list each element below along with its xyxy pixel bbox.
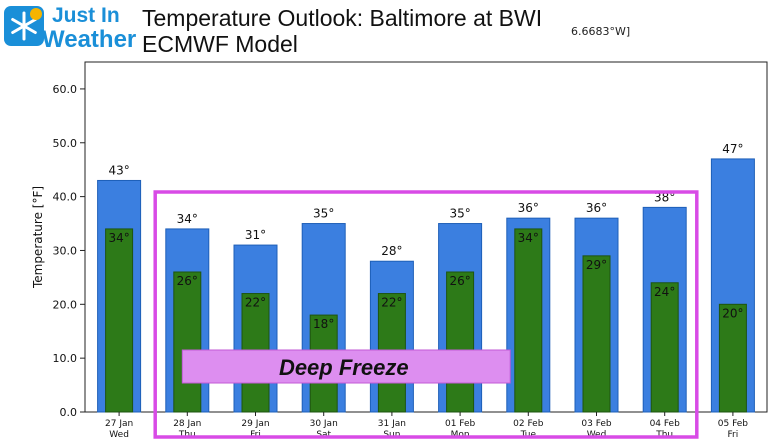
snowflake-logo-icon xyxy=(4,6,44,46)
low-temp-bar xyxy=(514,228,543,413)
logo-line-2: Weather xyxy=(42,26,137,53)
x-tick-day: Fri xyxy=(728,430,739,439)
high-temp-label: 36° xyxy=(586,201,607,215)
low-temp-label: 29° xyxy=(586,258,607,272)
high-temp-label: 34° xyxy=(177,212,198,226)
low-temp-label: 34° xyxy=(518,231,539,245)
x-tick-date: 01 Feb xyxy=(445,419,476,429)
x-tick-date: 27 Jan xyxy=(105,419,133,429)
x-tick-date: 28 Jan xyxy=(173,419,201,429)
logo-line-1: Just In xyxy=(52,4,120,27)
y-tick-label: 50.0 xyxy=(53,137,78,150)
low-temp-label: 18° xyxy=(313,317,334,331)
x-tick-day: Thu xyxy=(178,430,196,439)
x-tick-date: 29 Jan xyxy=(241,419,269,429)
x-tick-day: Wed xyxy=(587,430,607,439)
high-temp-label: 28° xyxy=(381,244,402,258)
chart-title-line-1: Temperature Outlook: Baltimore at BWI xyxy=(142,5,543,31)
x-tick-date: 30 Jan xyxy=(310,419,338,429)
deep-freeze-box xyxy=(153,190,699,439)
x-tick-date: 31 Jan xyxy=(378,419,406,429)
x-tick-date: 04 Feb xyxy=(650,419,681,429)
x-tick-date: 02 Feb xyxy=(513,419,544,429)
x-tick-day: Sun xyxy=(383,430,400,439)
high-temp-label: 38° xyxy=(654,190,675,204)
y-tick-label: 10.0 xyxy=(53,352,78,365)
low-temp-label: 24° xyxy=(654,285,675,299)
low-temp-bar xyxy=(582,255,611,413)
y-tick-label: 20.0 xyxy=(53,298,78,311)
x-tick-day: Thu xyxy=(655,430,673,439)
x-tick-day: Mon xyxy=(451,430,470,439)
high-temp-label: 47° xyxy=(722,142,743,156)
y-tick-label: 0.0 xyxy=(60,406,78,419)
deep-freeze-label: Deep Freeze xyxy=(279,355,409,380)
low-temp-label: 34° xyxy=(108,231,129,245)
low-temp-label: 22° xyxy=(381,296,402,310)
low-temp-label: 22° xyxy=(245,296,266,310)
logo: Just In Weather xyxy=(2,2,142,54)
high-temp-label: 36° xyxy=(518,201,539,215)
low-temp-bar xyxy=(173,271,202,413)
x-tick-day: Wed xyxy=(109,430,129,439)
high-temp-label: 35° xyxy=(449,207,470,221)
plot-frame xyxy=(84,61,768,413)
x-tick-day: Fri xyxy=(250,430,261,439)
low-temp-label: 20° xyxy=(722,306,743,320)
x-tick-day: Tue xyxy=(520,430,537,439)
low-temp-bar xyxy=(105,228,134,413)
chart-title-line-2: ECMWF Model xyxy=(142,31,298,57)
x-tick-date: 05 Feb xyxy=(718,419,749,429)
high-temp-label: 43° xyxy=(108,163,129,177)
low-temp-bar xyxy=(650,282,679,413)
low-temp-label: 26° xyxy=(177,274,198,288)
coordinate-fragment: 6.6683°W] xyxy=(571,25,631,38)
y-tick-label: 40.0 xyxy=(53,191,78,204)
high-temp-label: 31° xyxy=(245,228,266,242)
x-tick-date: 03 Feb xyxy=(581,419,612,429)
deep-freeze-label-background xyxy=(181,349,511,384)
x-tick-day: Sat xyxy=(316,430,331,439)
low-temp-label: 26° xyxy=(449,274,470,288)
y-axis-label: Temperature [°F] xyxy=(31,186,45,289)
y-tick-label: 60.0 xyxy=(53,83,78,96)
low-temp-bar xyxy=(446,271,475,413)
high-temp-label: 35° xyxy=(313,207,334,221)
low-temp-bar xyxy=(718,303,747,413)
y-tick-label: 30.0 xyxy=(53,244,78,257)
